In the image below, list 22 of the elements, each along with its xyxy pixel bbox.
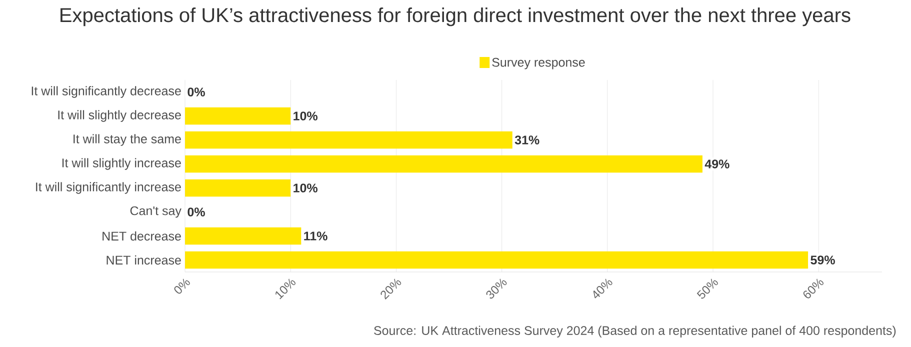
data-label: 0% xyxy=(188,88,205,96)
data-label: 11% xyxy=(304,232,328,240)
y-tick-label: Can't say xyxy=(130,206,182,218)
legend-label: Survey response xyxy=(492,58,585,70)
y-tick-label: It will slightly decrease xyxy=(58,110,181,122)
y-tick-label: NET increase xyxy=(106,255,181,265)
x-tick-label: 40% xyxy=(593,278,612,298)
x-tick-label: 0% xyxy=(174,278,190,294)
data-label: 49% xyxy=(704,160,730,168)
source-note: Source: UK Attractiveness Survey 2024 (Based on a representative panel of 400 respondents) xyxy=(374,326,896,338)
y-tick-label: It will slightly increase xyxy=(62,158,181,170)
data-label: 10% xyxy=(294,112,318,120)
x-tick-label: 60% xyxy=(803,278,824,298)
data-label: 0% xyxy=(188,208,205,216)
data-label: 10% xyxy=(294,184,318,192)
chart-title: Expectations of UK’s attractiveness for foreign direct investment over the next three years xyxy=(60,8,850,26)
y-tick-label: NET decrease xyxy=(102,231,181,241)
y-tick-label: It will stay the same xyxy=(74,134,181,146)
data-label: 31% xyxy=(514,136,540,144)
y-tick-label: It will significantly decrease xyxy=(32,86,181,98)
y-tick-label: It will significantly increase xyxy=(36,182,181,194)
data-label: 59% xyxy=(810,256,835,264)
